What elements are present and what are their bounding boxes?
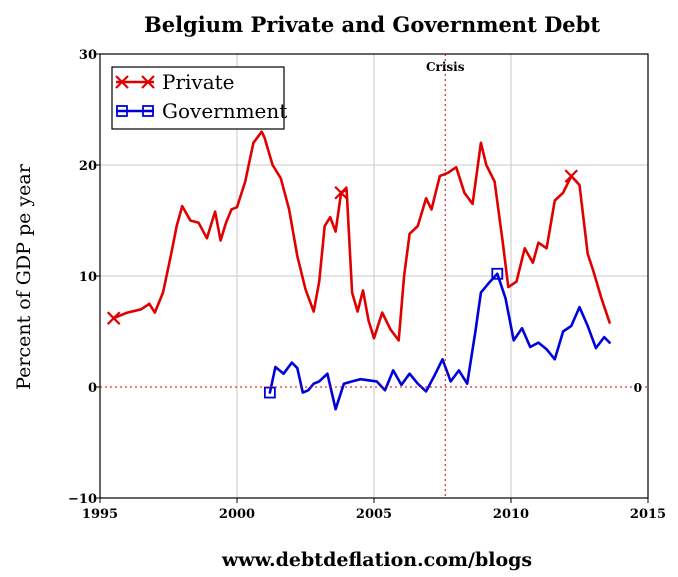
y-tick-label: −10 <box>68 492 97 507</box>
legend-marker-government <box>116 105 128 117</box>
data-point-private <box>564 169 579 183</box>
y-tick-label: 30 <box>79 48 97 63</box>
series-private <box>106 130 611 342</box>
y-axis-label: Percent of GDP pe year <box>13 163 35 390</box>
chart-title: Belgium Private and Government Debt <box>144 12 600 37</box>
legend-box <box>111 66 285 130</box>
axes: 1995 2000 2005 2010 2015 −10 0 10 20 30 <box>68 48 666 522</box>
x-tick-label: 1995 <box>82 507 118 522</box>
y-tick-label: 0 <box>88 381 97 396</box>
y-tick-label: 10 <box>79 270 97 285</box>
footer-url: www.debtdeflation.com/blogs <box>221 549 532 571</box>
legend: Private Government <box>111 66 287 130</box>
series-line-government <box>268 272 611 411</box>
annotations: Crisis 0 <box>100 54 648 498</box>
series-government <box>263 267 611 411</box>
crisis-label: Crisis <box>426 60 465 74</box>
legend-label-government: Government <box>162 99 287 123</box>
y-tick-label: 20 <box>79 159 97 174</box>
legend-label-private: Private <box>162 70 235 94</box>
x-tick-label: 2005 <box>356 507 392 522</box>
zero-label: 0 <box>634 381 642 395</box>
x-tick-label: 2010 <box>493 507 529 522</box>
series-line-private <box>112 130 611 342</box>
legend-marker-government <box>142 105 154 117</box>
data-point-government <box>263 386 276 399</box>
x-tick-label: 2015 <box>630 507 666 522</box>
data-point-government <box>491 267 504 280</box>
data-point-private <box>106 311 121 325</box>
data-point-private <box>334 185 348 200</box>
legend-marker-private <box>141 75 155 89</box>
series-group <box>106 130 611 411</box>
legend-marker-private <box>115 75 129 89</box>
x-tick-label: 2000 <box>219 507 255 522</box>
